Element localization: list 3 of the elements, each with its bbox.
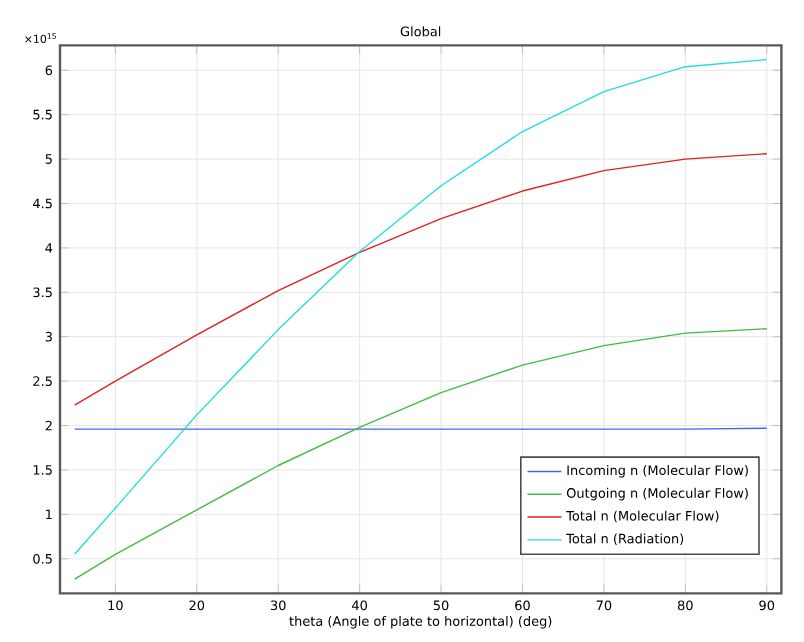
line-series: [73, 328, 768, 580]
line-series: [73, 58, 768, 556]
line-series: [73, 153, 768, 406]
